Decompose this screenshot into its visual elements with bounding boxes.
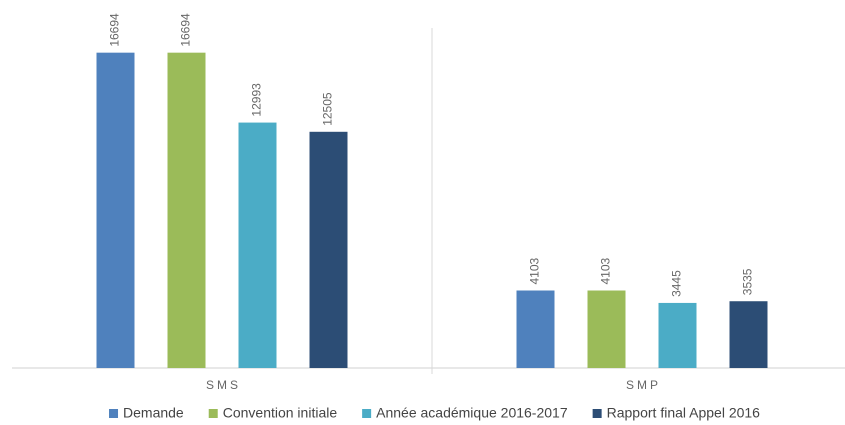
data-label: 3535 xyxy=(741,268,755,295)
legend-label: Demande xyxy=(123,405,184,421)
data-label: 4103 xyxy=(599,257,613,284)
x-tick-label: SMP xyxy=(626,378,661,392)
bar xyxy=(309,131,348,368)
data-label: 12993 xyxy=(250,83,264,117)
bar xyxy=(587,290,626,368)
data-label: 12505 xyxy=(321,92,335,126)
bar xyxy=(729,301,768,368)
legend-swatch xyxy=(592,409,602,418)
data-label: 16694 xyxy=(108,13,122,47)
legend-swatch xyxy=(109,409,119,418)
bar xyxy=(96,52,135,369)
data-label: 16694 xyxy=(179,13,193,47)
legend-swatch xyxy=(362,409,372,418)
legend-label: Année académique 2016-2017 xyxy=(376,405,568,421)
bar xyxy=(238,122,277,369)
data-label: 3445 xyxy=(670,270,684,297)
bar xyxy=(658,302,697,368)
legend-label: Rapport final Appel 2016 xyxy=(607,405,761,421)
legend-swatch xyxy=(208,409,218,418)
bar xyxy=(167,52,206,369)
legend-label: Convention initiale xyxy=(223,405,338,421)
bar xyxy=(516,290,555,368)
data-label: 4103 xyxy=(528,257,542,284)
x-tick-label: SMS xyxy=(206,378,241,392)
